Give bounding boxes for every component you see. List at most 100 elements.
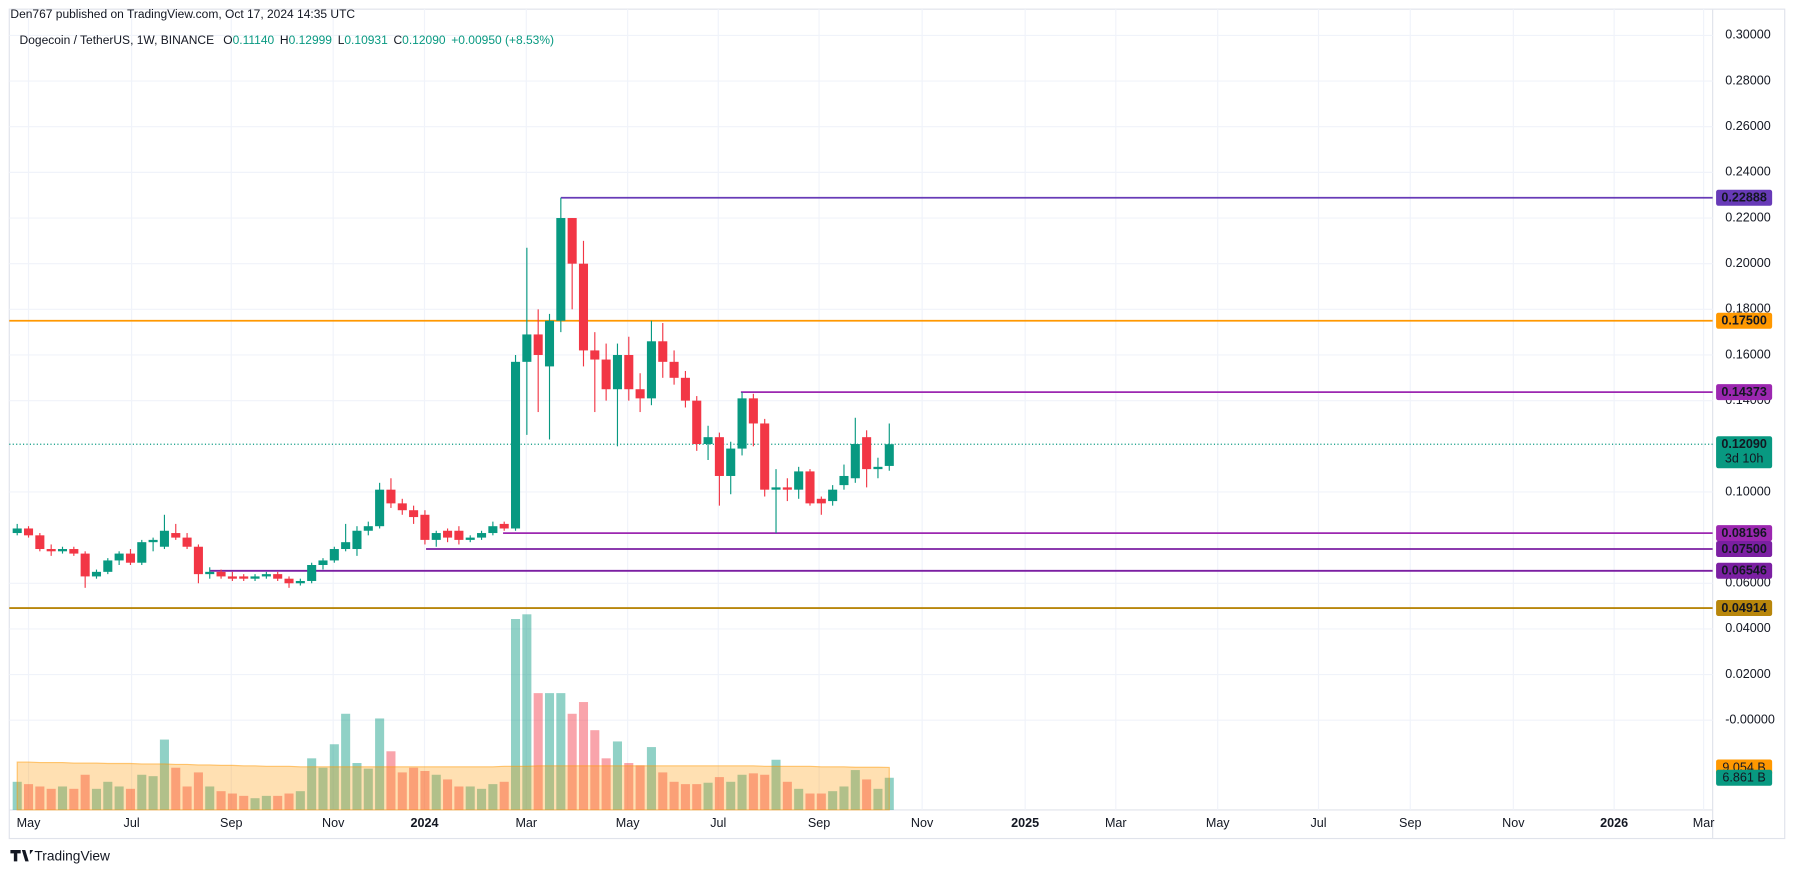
ohlc-value: 0.12090 [402, 33, 446, 47]
volume-bar [850, 770, 860, 810]
candle-body [125, 553, 135, 563]
candle-body [828, 489, 838, 502]
ohlc-key: C [394, 33, 403, 47]
candle-body [771, 487, 781, 490]
brand-name: TradingView [34, 848, 110, 863]
x-tick-label: Sep [220, 816, 242, 830]
candle-body [12, 528, 22, 534]
volume-bar [91, 788, 102, 810]
brand: TradingView [10, 848, 110, 863]
candle-body [578, 263, 589, 351]
volume-bar [318, 767, 328, 810]
candle-body [714, 437, 724, 476]
volume-bar [375, 718, 385, 810]
candle-body [499, 523, 509, 529]
ohlc-key: H [280, 33, 289, 47]
brand-logo [10, 849, 34, 862]
volume-bar [284, 793, 294, 810]
x-tick-label: Jul [710, 816, 726, 830]
candle-body [318, 560, 328, 565]
volume-bar [329, 744, 339, 810]
volume-bar [227, 793, 237, 810]
volume-bar [341, 713, 351, 810]
volume-bar [57, 786, 68, 810]
candle-body [454, 530, 464, 540]
volume-bar [578, 702, 589, 810]
volume-bar [171, 767, 181, 810]
x-tick-label: Mar [1105, 816, 1127, 830]
candle-body [397, 503, 407, 511]
volume-bar [612, 741, 622, 810]
x-tick-label: 2024 [410, 816, 438, 830]
volume-bar [261, 795, 271, 810]
candle-body [692, 400, 702, 445]
candle-body [816, 498, 826, 504]
candle-body [567, 218, 577, 264]
x-tick-label: May [17, 816, 41, 830]
candle-body [782, 487, 792, 490]
candle-body [329, 549, 339, 561]
candle-body [284, 578, 294, 584]
candle-body [261, 574, 271, 577]
candle-body [884, 444, 894, 466]
candle-body [443, 530, 453, 538]
volume-bar [590, 730, 600, 810]
change: +0.00950 (+8.53%) [451, 33, 554, 47]
y-tick-label: 0.10000 [1725, 484, 1770, 498]
volume-bar [114, 786, 124, 810]
volume-bar [646, 747, 656, 810]
volume-bar [522, 614, 532, 810]
volume-bar [499, 781, 509, 810]
volume-bar [680, 784, 690, 810]
volume-tag [1716, 769, 1773, 786]
volume-bar [544, 693, 555, 810]
volume-bar [80, 774, 90, 810]
level-tag-label: 0.14373 [1721, 385, 1766, 399]
x-tick-label: Sep [1399, 816, 1421, 830]
y-tick-label: -0.00000 [1725, 713, 1775, 727]
level-tag [1716, 600, 1773, 617]
candle-body [646, 341, 656, 399]
volume-bar [624, 763, 634, 810]
candle-body [601, 359, 611, 390]
candle-body [805, 471, 815, 504]
volume-bar [443, 779, 453, 810]
candle-body [386, 489, 396, 504]
candle-body [46, 549, 56, 552]
published-note: Den767 published on TradingView.com, Oct… [10, 7, 355, 21]
candle-body [216, 571, 226, 577]
ohlc-key: L [338, 33, 345, 47]
volume-bar [386, 751, 396, 810]
candle-body [839, 475, 849, 486]
candle-body [341, 542, 351, 550]
volume-bar [873, 788, 883, 810]
x-tick-label: Jul [1310, 816, 1326, 830]
x-tick-label: Sep [808, 816, 830, 830]
candle-body [635, 389, 645, 399]
symbol-legend: Dogecoin / TetherUS, 1W, BINANCE O0.11140… [20, 33, 554, 47]
volume-bar [635, 765, 645, 810]
candle-body [748, 398, 758, 424]
candle-body [91, 571, 102, 577]
candle-body [431, 533, 441, 540]
candle-body [103, 560, 113, 572]
volume-bar [409, 767, 419, 810]
volume-bar [771, 759, 781, 810]
volume-bar [216, 791, 226, 810]
volume-bar [760, 774, 770, 810]
y-tick-label: 0.28000 [1725, 73, 1770, 87]
candle-body [193, 546, 203, 575]
candle-body [273, 574, 283, 579]
volume-bar [692, 784, 702, 810]
candle-body [114, 553, 124, 561]
volume-bar [726, 781, 736, 810]
y-tick-label: 0.24000 [1725, 165, 1770, 179]
candle-body [477, 533, 487, 538]
candle-body [680, 377, 690, 401]
volume-bar [431, 774, 441, 810]
y-tick-label: 0.04000 [1725, 621, 1770, 635]
candle-body [862, 437, 872, 470]
volume-bar [839, 786, 849, 810]
volume-bar [397, 772, 407, 810]
